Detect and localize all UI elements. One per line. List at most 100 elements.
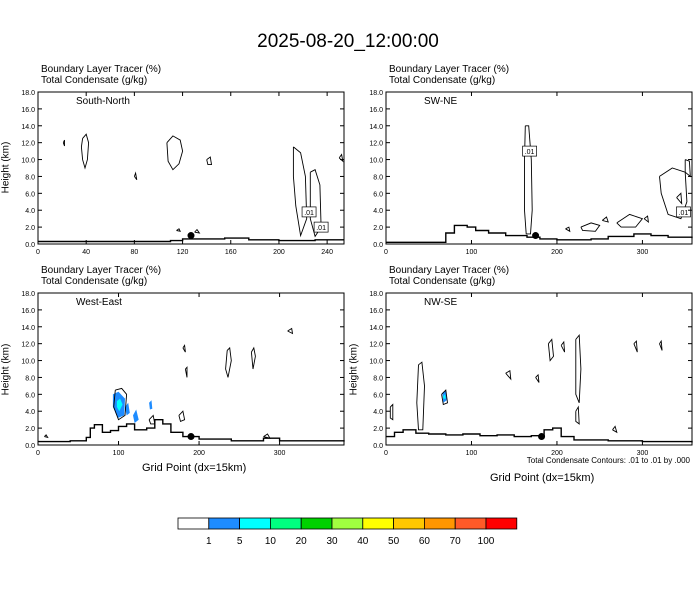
colorbar-swatch [177,517,210,530]
panel4-xlabel: Grid Point (dx=15km) [490,472,595,484]
condensate-contour-5 [250,346,256,370]
y-tick-label: 16.0 [369,308,383,315]
x-tick-label: 40 [82,249,90,256]
y-tick-label: 18.0 [21,90,35,97]
y-tick-label: 16.0 [21,308,35,315]
tracer-fill-3 [125,402,130,416]
location-marker [532,232,540,240]
condensate-contour-3 [62,139,65,147]
condensate-contour-2 [389,403,394,421]
condensate-contour-9 [176,228,182,232]
panel2-label-tracer: Boundary Layer Tracer (%) [389,64,510,75]
tracer-fill-2 [116,398,123,412]
y-tick-label: 6.0 [25,191,35,198]
condensate-contour-3 [441,389,448,406]
panel4-label: Boundary Layer Tracer (%) Total Condensa… [389,265,509,287]
y-tick-label: 4.0 [373,409,383,416]
condensate-contour-6 [560,340,566,353]
condensate-contour-10 [659,339,663,351]
tracer-fill-4 [133,409,139,423]
colorbar-label: 60 [419,536,431,547]
colorbar-swatch [454,517,487,530]
x-tick-label: 100 [466,249,478,256]
y-tick-label: 8.0 [25,174,35,181]
x-tick-label: 200 [273,249,285,256]
x-tick-label: 80 [130,249,138,256]
contour-label: .01 [316,225,326,232]
colorbar-swatch [331,517,364,530]
y-tick-label: 12.0 [369,141,383,148]
y-tick-label: 10.0 [21,158,35,165]
y-tick-label: 18.0 [21,291,35,298]
location-marker [187,433,195,441]
condensate-contour-7 [602,216,609,223]
x-tick-label: 0 [384,249,388,256]
y-tick-label: 8.0 [373,174,383,181]
x-tick-label: 120 [177,249,189,256]
condensate-contour-6 [287,327,294,335]
condensate-contour-6 [292,146,308,238]
plot-frame [37,91,345,245]
condensate-contour-1 [416,361,425,431]
contour-label: .01 [304,210,314,217]
colorbar-swatch [485,517,518,530]
y-tick-label: 14.0 [369,124,383,131]
y-tick-label: 4.0 [373,208,383,215]
panel3-xlabel: Grid Point (dx=15km) [142,462,247,474]
condensate-contour-4 [505,369,512,381]
x-tick-label: 200 [551,249,563,256]
condensate-contour-1 [524,125,533,235]
x-tick-label: 300 [274,450,286,457]
condensate-contour-1 [113,387,128,421]
condensate-contour-12 [612,425,618,434]
contour-info-note: Total Condensate Contours: .01 to .01 by… [526,456,690,465]
colorbar: 1 5 10 20 30 40 50 60 70 100 [177,517,518,547]
panel1-label: Boundary Layer Tracer (%) Total Condensa… [41,64,161,86]
condensate-contour-4 [133,171,138,181]
condensate-contour-11 [535,373,540,383]
panel1-label-tracer: Boundary Layer Tracer (%) [41,64,162,75]
x-tick-label: 0 [36,249,40,256]
panel2-label-condensate: Total Condensate (g/kg) [389,75,496,86]
condensate-contour-8 [338,153,344,163]
condensate-contour-10 [194,228,201,234]
y-tick-label: 2.0 [373,225,383,232]
panel-direction-label: South-North [76,96,130,107]
panel3-label-tracer: Boundary Layer Tracer (%) [41,265,162,276]
terrain-line [386,427,693,443]
y-tick-label: 14.0 [21,325,35,332]
panel-direction-label: NW-SE [424,297,457,308]
colorbar-label: 40 [357,536,369,547]
y-tick-label: 6.0 [373,191,383,198]
terrain-line [38,419,345,443]
panel4-label-condensate: Total Condensate (g/kg) [389,276,496,287]
condensate-contour-5 [206,156,213,166]
y-tick-label: 6.0 [373,392,383,399]
contour-label: .01 [679,210,689,217]
y-tick-label: 2.0 [25,426,35,433]
location-marker [538,433,546,441]
panel-direction-label: West-East [76,297,122,308]
panel-4: 0.0 2.0 4.0 6.0 8.0 10.0 12.0 14.0 16.0 18.0 0 100 2… [369,291,693,457]
contour-label-box [313,221,329,233]
contour-label-box [301,206,317,218]
colorbar-swatch [423,517,456,530]
y-tick-label: 8.0 [373,375,383,382]
condensate-contour-2 [182,344,186,353]
y-tick-label: 10.0 [369,158,383,165]
panel4-label-tracer: Boundary Layer Tracer (%) [389,265,510,276]
condensate-contour-6 [676,192,683,205]
panel3-label: Boundary Layer Tracer (%) Total Condensa… [41,265,161,287]
condensate-contour-7 [44,434,49,439]
condensate-contour-8 [575,405,580,425]
y-tick-label: 10.0 [369,359,383,366]
plot-frame [385,91,693,245]
colorbar-label: 1 [206,536,212,547]
location-marker [187,232,195,240]
contour-label: .01 [525,149,535,156]
panel-1: .01 .01 0.0 2.0 4.0 6.0 8.0 10.0 12.0 14.0 16.0 18.… [21,90,345,256]
y-tick-label: 2.0 [25,225,35,232]
colorbar-label: 5 [237,536,243,547]
colorbar-label: 20 [296,536,308,547]
x-tick-label: 0 [36,450,40,457]
